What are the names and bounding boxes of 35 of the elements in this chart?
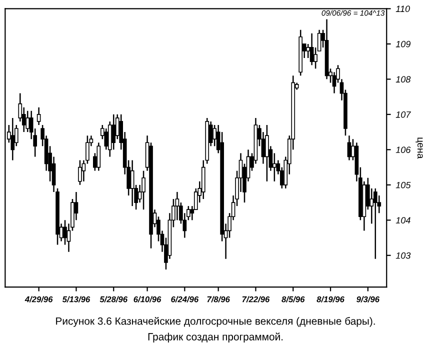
text: График создан программой.: [148, 332, 283, 343]
candlestick: [130, 160, 134, 207]
x-tick-label: 5/28/96: [100, 296, 128, 302]
y-tick-label: 107: [396, 111, 411, 118]
x-tick-label: 8/5/96: [282, 296, 305, 302]
x-tick-label: 5/13/96: [62, 296, 90, 302]
candlestick: [36, 106, 41, 126]
y-tick-label: 106: [396, 146, 411, 154]
x-tick-label: 9/3/96: [356, 296, 380, 302]
text: Рисунок 3.6 Казначейские долгосрочные векселя (дневные бары).: [56, 316, 375, 327]
x-tick-label: 7/22/96: [242, 296, 270, 302]
y-axis-title: цена: [416, 138, 423, 159]
candlestick: [26, 110, 30, 133]
y-tick-label: 104: [396, 217, 410, 224]
candlestick: [96, 142, 101, 172]
y-tick-label: 105: [396, 182, 411, 188]
candlestick: [265, 124, 269, 182]
candlestick: [78, 160, 82, 186]
x-tick-label: 8/19/96: [316, 296, 344, 302]
y-tick-label: 109: [396, 40, 411, 48]
candlestick: [10, 117, 15, 161]
x-tick-label: 7/8/96: [207, 296, 230, 302]
candlestick: [310, 32, 314, 66]
candlestick: [306, 43, 310, 59]
candlestick: [142, 170, 146, 210]
candlestick: [112, 114, 116, 150]
x-tick-label: 6/10/96: [134, 296, 162, 302]
y-tick-label: 103: [396, 252, 411, 259]
y-tick-label: 108: [396, 76, 411, 83]
x-tick-label: 6/24/96: [171, 296, 199, 302]
candlestick: [373, 188, 378, 260]
x-tick-label: 4/29/96: [24, 296, 53, 302]
candlestick: [104, 128, 108, 150]
candlestick: [347, 134, 352, 161]
y-tick-label: 110: [396, 6, 410, 12]
